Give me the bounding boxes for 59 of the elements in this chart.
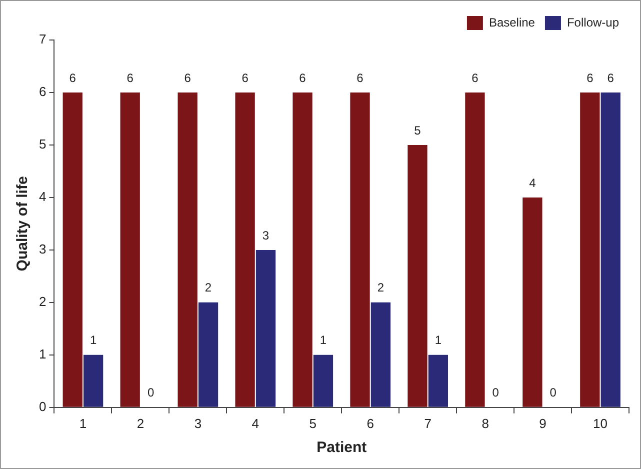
bar <box>350 92 370 407</box>
data-label: 1 <box>90 333 97 348</box>
x-tick-label: 9 <box>539 416 546 431</box>
bar <box>198 302 218 407</box>
x-tick-label: 6 <box>366 416 374 431</box>
data-label: 6 <box>607 70 614 85</box>
y-tick-label: 4 <box>38 189 46 204</box>
data-label: 6 <box>586 70 594 85</box>
x-tick-label: 4 <box>252 416 260 431</box>
data-label: 2 <box>377 280 384 295</box>
legend-label: Follow-up <box>566 15 620 30</box>
bar <box>313 354 334 407</box>
data-label: 0 <box>550 386 557 400</box>
data-label: 6 <box>126 70 134 85</box>
y-tick-label: 7 <box>38 32 46 47</box>
y-tick-label: 1 <box>38 346 46 362</box>
bar <box>600 92 620 407</box>
data-label: 6 <box>69 70 76 85</box>
bar <box>62 92 82 407</box>
data-label: 1 <box>434 333 442 348</box>
x-tick-label: 8 <box>482 416 489 431</box>
bar <box>465 92 485 407</box>
data-label: 6 <box>184 70 192 85</box>
y-tick-label: 5 <box>38 136 46 152</box>
x-tick-label: 1 <box>79 416 87 431</box>
x-tick-label: 2 <box>136 416 144 431</box>
data-label: 6 <box>299 70 306 85</box>
x-tick-label: 5 <box>309 416 316 431</box>
legend-label: Baseline <box>488 15 536 30</box>
bar <box>292 92 312 407</box>
bar <box>235 92 255 407</box>
data-label: 3 <box>262 228 270 242</box>
data-label: 6 <box>242 70 249 85</box>
y-tick-label: 0 <box>38 398 46 414</box>
data-label: 0 <box>492 386 500 400</box>
bar <box>120 92 140 407</box>
data-label: 0 <box>147 386 154 400</box>
bar <box>370 302 391 407</box>
y-tick-label: 6 <box>38 84 46 100</box>
data-label: 4 <box>529 176 536 190</box>
data-label: 6 <box>356 70 364 85</box>
data-label: 1 <box>320 333 327 348</box>
bar <box>83 354 104 407</box>
bar <box>178 92 198 407</box>
x-axis-title: Patient <box>316 439 367 456</box>
data-label: 6 <box>472 70 479 85</box>
x-tick-label: 3 <box>194 416 202 431</box>
data-label: 2 <box>204 280 212 295</box>
bar <box>580 92 600 407</box>
y-axis-title: Quality of life <box>14 176 32 272</box>
data-label: 5 <box>414 123 422 138</box>
bar <box>408 144 428 407</box>
bar <box>256 250 276 407</box>
x-tick-label: 7 <box>424 416 432 431</box>
x-tick-label: 10 <box>593 416 608 431</box>
bar <box>522 197 542 407</box>
bar <box>428 354 448 407</box>
y-tick-label: 2 <box>38 294 46 310</box>
y-tick-label: 3 <box>38 242 46 257</box>
